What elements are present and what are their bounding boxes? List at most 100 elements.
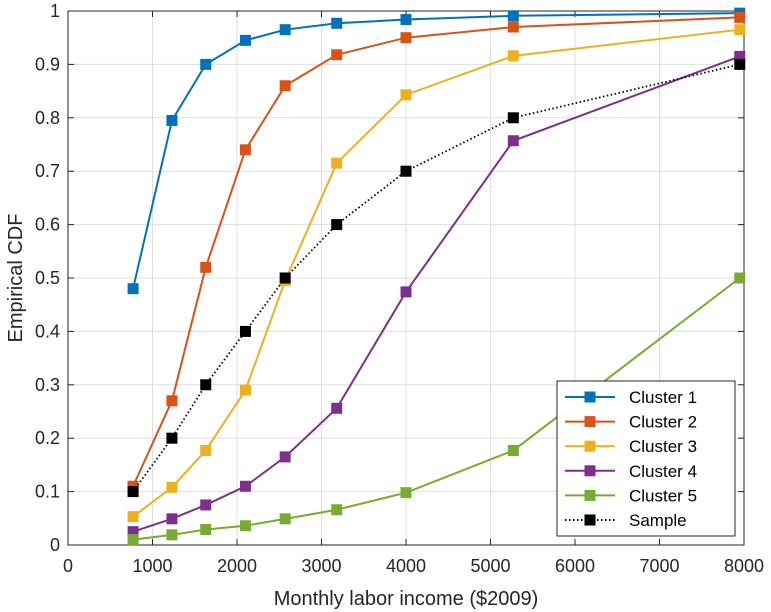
data-point bbox=[166, 395, 178, 407]
data-point bbox=[239, 34, 251, 46]
data-point bbox=[127, 534, 139, 546]
series-cluster-4 bbox=[127, 50, 746, 538]
y-tick-label: 0 bbox=[50, 535, 60, 555]
data-point bbox=[331, 49, 343, 61]
data-point bbox=[279, 451, 291, 463]
legend-marker bbox=[584, 391, 596, 403]
data-point bbox=[279, 513, 291, 525]
data-point bbox=[127, 526, 139, 538]
data-point bbox=[734, 24, 746, 36]
data-point bbox=[200, 524, 212, 536]
data-point bbox=[239, 480, 251, 492]
data-point bbox=[279, 80, 291, 92]
x-tick-label: 2000 bbox=[217, 556, 257, 576]
data-point bbox=[127, 486, 139, 498]
data-point bbox=[239, 384, 251, 396]
data-point bbox=[734, 272, 746, 284]
x-tick-label: 7000 bbox=[639, 556, 679, 576]
data-point bbox=[507, 135, 519, 147]
y-tick-label: 1 bbox=[50, 1, 60, 21]
data-point bbox=[507, 21, 519, 33]
data-point bbox=[507, 50, 519, 62]
legend-item: Cluster 1 bbox=[565, 388, 697, 407]
y-tick-label: 0.3 bbox=[35, 375, 60, 395]
legend-item: Cluster 5 bbox=[565, 486, 697, 505]
legend-label: Sample bbox=[629, 511, 687, 530]
data-point bbox=[400, 89, 412, 101]
legend-label: Cluster 5 bbox=[629, 486, 697, 505]
x-tick-label: 4000 bbox=[386, 556, 426, 576]
legend-label: Cluster 2 bbox=[629, 413, 697, 432]
data-point bbox=[734, 11, 746, 23]
legend-label: Cluster 3 bbox=[629, 437, 697, 456]
data-point bbox=[507, 112, 519, 124]
data-point bbox=[331, 504, 343, 516]
data-point bbox=[127, 511, 139, 523]
y-tick-label: 0.4 bbox=[35, 321, 60, 341]
data-point bbox=[239, 520, 251, 532]
legend-marker bbox=[584, 489, 596, 501]
y-tick-label: 0.1 bbox=[35, 482, 60, 502]
y-axis-label: Empirical CDF bbox=[5, 214, 27, 343]
data-point bbox=[200, 58, 212, 70]
x-tick-label: 8000 bbox=[724, 556, 764, 576]
data-point bbox=[127, 283, 139, 295]
data-point bbox=[200, 379, 212, 391]
x-tick-label: 0 bbox=[63, 556, 73, 576]
legend-item: Cluster 3 bbox=[565, 437, 697, 456]
series-cluster-1 bbox=[127, 7, 746, 295]
legend: Cluster 1 Cluster 2 Cluster 3 Cluster 4 Clus… bbox=[556, 380, 736, 537]
data-point bbox=[200, 261, 212, 273]
data-point bbox=[166, 114, 178, 126]
data-point bbox=[279, 24, 291, 36]
data-point bbox=[400, 286, 412, 298]
axis-ticks: 0 1000 2000 3000 4000 5000 6000 7000 8000 0 0.1 0.2… bbox=[35, 1, 764, 576]
legend-marker bbox=[584, 514, 596, 526]
series-sample bbox=[127, 58, 746, 498]
data-point bbox=[239, 144, 251, 156]
x-tick-label: 3000 bbox=[301, 556, 341, 576]
data-point bbox=[507, 10, 519, 22]
data-point bbox=[331, 402, 343, 414]
y-tick-label: 0.2 bbox=[35, 428, 60, 448]
data-point bbox=[166, 513, 178, 525]
data-point bbox=[734, 58, 746, 70]
y-tick-label: 0.8 bbox=[35, 108, 60, 128]
legend-item: Cluster 4 bbox=[565, 462, 697, 481]
legend-item: Cluster 2 bbox=[565, 413, 697, 432]
legend-item: Sample bbox=[565, 511, 687, 530]
data-point bbox=[734, 50, 746, 62]
y-tick-label: 0.6 bbox=[35, 215, 60, 235]
series-cluster-5 bbox=[127, 272, 746, 546]
data-point bbox=[239, 325, 251, 337]
data-point bbox=[279, 272, 291, 284]
x-tick-label: 5000 bbox=[470, 556, 510, 576]
data-point bbox=[331, 219, 343, 231]
legend-label: Cluster 4 bbox=[629, 462, 697, 481]
x-axis-label: Monthly labor income ($2009) bbox=[274, 588, 539, 610]
data-point bbox=[507, 444, 519, 456]
data-point bbox=[400, 14, 412, 26]
y-tick-label: 0.9 bbox=[35, 54, 60, 74]
legend-label: Cluster 1 bbox=[629, 388, 697, 407]
data-point bbox=[400, 487, 412, 499]
x-tick-label: 1000 bbox=[132, 556, 172, 576]
data-point bbox=[400, 32, 412, 44]
data-point bbox=[200, 444, 212, 456]
y-tick-label: 0.5 bbox=[35, 268, 60, 288]
data-point bbox=[200, 499, 212, 511]
legend-marker bbox=[584, 440, 596, 452]
series-group bbox=[127, 7, 746, 546]
legend-marker bbox=[584, 465, 596, 477]
data-point bbox=[331, 157, 343, 169]
data-point bbox=[166, 432, 178, 444]
data-point bbox=[166, 481, 178, 493]
data-point bbox=[166, 529, 178, 541]
data-point bbox=[400, 165, 412, 177]
data-point bbox=[331, 17, 343, 29]
legend-marker bbox=[584, 416, 596, 428]
y-tick-label: 0.7 bbox=[35, 161, 60, 181]
x-tick-label: 6000 bbox=[555, 556, 595, 576]
legend-box bbox=[556, 380, 736, 537]
